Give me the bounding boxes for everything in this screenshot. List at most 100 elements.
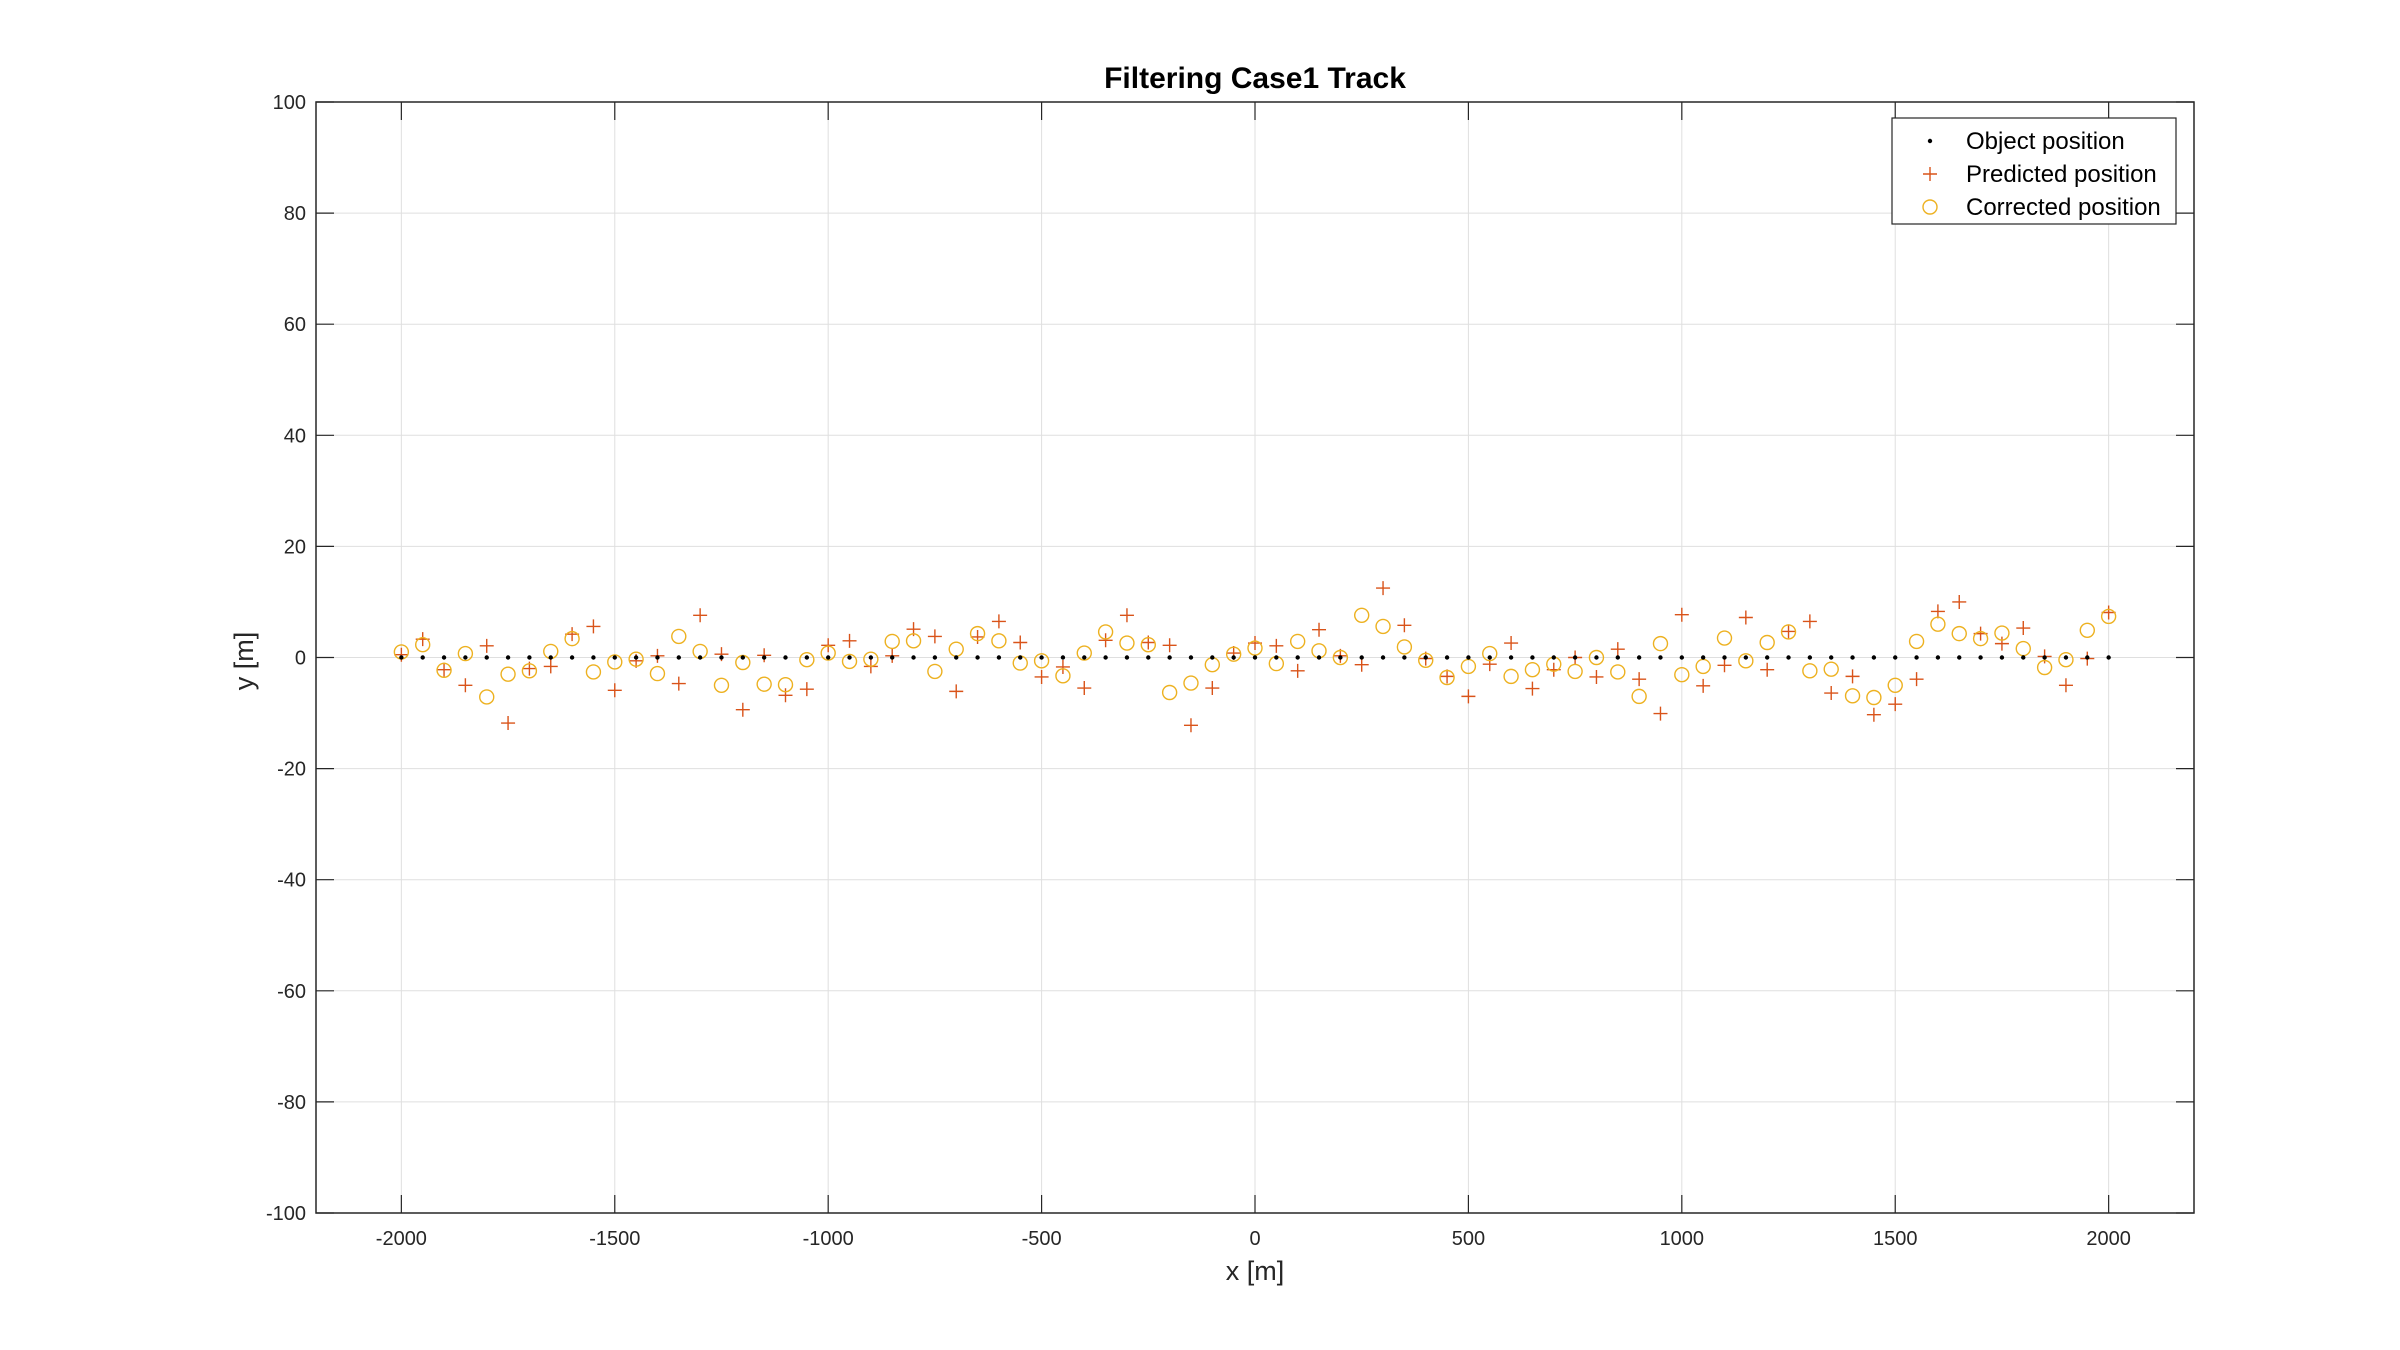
data-point-circle xyxy=(841,653,858,670)
data-point-dot xyxy=(1039,655,1044,660)
y-tick-label: -100 xyxy=(266,1203,306,1225)
y-tick-label: -20 xyxy=(277,759,306,781)
data-point-dot xyxy=(847,655,852,660)
data-point-plus xyxy=(1034,669,1049,684)
x-tick-labels: -2000 -1500 -1000 -500 0 500 1000 1500 2000 xyxy=(376,1228,2131,1250)
data-point-dot xyxy=(591,655,596,660)
data-point-dot xyxy=(1423,655,1428,660)
data-point-circle xyxy=(1225,646,1242,662)
data-point-circle xyxy=(2058,652,2074,668)
data-point-circle xyxy=(1332,649,1349,666)
data-point-dot xyxy=(1402,655,1407,660)
data-point-circle xyxy=(1716,630,1733,646)
data-point-plus xyxy=(1077,681,1092,696)
data-point-plus xyxy=(991,614,1006,629)
data-point-plus xyxy=(1525,681,1540,696)
data-point-circle xyxy=(1396,639,1413,655)
data-point-dot xyxy=(1658,655,1663,660)
data-point-plus xyxy=(501,716,516,731)
data-point-plus xyxy=(1461,689,1476,704)
series-corrected-position xyxy=(393,607,2117,706)
data-point-dot xyxy=(548,655,553,660)
data-point-plus xyxy=(1952,594,1967,609)
data-point-plus xyxy=(1760,662,1775,677)
data-point-dot xyxy=(954,655,959,660)
data-point-circle xyxy=(1610,664,1626,680)
y-tick-label: 0 xyxy=(295,648,306,670)
data-point-circle xyxy=(884,633,900,650)
data-point-plus xyxy=(799,682,814,697)
data-point-dot xyxy=(1871,655,1877,660)
data-point-dot xyxy=(2106,655,2111,660)
data-point-plus xyxy=(1055,659,1070,674)
x-tick-label: 500 xyxy=(1452,1228,1485,1250)
y-tick-labels: -100 -80 -60 -40 -20 0 20 40 60 80 100 xyxy=(266,92,306,1225)
data-point-circle xyxy=(2079,622,2095,638)
x-tick-label: -500 xyxy=(1022,1228,1062,1250)
data-point-circle xyxy=(2100,608,2117,625)
data-point-circle xyxy=(1759,634,1775,651)
data-point-dot xyxy=(911,655,916,660)
y-tick-label: 100 xyxy=(273,92,306,114)
data-point-dot xyxy=(1274,655,1279,660)
data-point-dot xyxy=(1914,655,1919,660)
data-point-circle xyxy=(863,651,879,667)
data-point-plus xyxy=(1312,622,1327,637)
data-point-circle xyxy=(479,689,495,705)
legend: Object position Predicted position Correct… xyxy=(1891,117,2177,225)
data-point-dot xyxy=(1316,655,1322,660)
plot-data xyxy=(393,581,2117,733)
data-point-plus xyxy=(1376,581,1391,596)
data-point-dot xyxy=(1146,655,1151,660)
data-point-dot xyxy=(825,655,831,660)
data-point-dot xyxy=(1829,655,1834,660)
data-point-dot xyxy=(1893,655,1898,660)
data-point-plus xyxy=(1845,669,1860,684)
legend-marker-plus xyxy=(1923,167,1937,181)
data-point-dot xyxy=(1082,655,1087,660)
data-point-circle xyxy=(1844,688,1861,704)
data-point-circle xyxy=(585,664,602,680)
data-point-plus xyxy=(970,629,985,644)
data-point-dot xyxy=(1124,655,1130,660)
data-point-dot xyxy=(655,655,660,660)
data-point-plus xyxy=(1098,633,1113,648)
data-point-dot xyxy=(1807,655,1813,660)
data-point-plus xyxy=(1738,610,1753,625)
data-point-circle xyxy=(1994,625,2010,641)
data-point-circle xyxy=(1033,653,1050,669)
data-point-plus xyxy=(1504,636,1519,651)
data-point-dot xyxy=(1722,655,1727,660)
data-point-dot xyxy=(1636,655,1642,660)
data-point-dot xyxy=(527,655,532,660)
data-point-plus xyxy=(693,608,708,623)
data-point-circle xyxy=(1524,662,1541,678)
data-point-plus xyxy=(1290,663,1305,678)
series-object-position xyxy=(399,655,2111,660)
data-point-circle xyxy=(1375,618,1391,635)
data-point-plus xyxy=(586,619,601,634)
data-point-plus xyxy=(757,648,772,663)
data-point-dot xyxy=(761,655,767,660)
data-point-dot xyxy=(1935,655,1941,660)
data-point-plus xyxy=(2058,678,2073,693)
data-point-circle xyxy=(671,628,687,645)
data-point-dot xyxy=(1508,655,1514,660)
data-point-dot xyxy=(1594,655,1599,660)
data-point-plus xyxy=(1440,669,1455,684)
data-point-plus xyxy=(1653,706,1668,721)
data-point-dot xyxy=(441,655,447,660)
data-point-circle xyxy=(820,645,836,661)
data-point-plus xyxy=(1162,638,1177,653)
data-point-dot xyxy=(1295,655,1300,660)
x-tick-label: 1500 xyxy=(1873,1228,1918,1250)
data-point-dot xyxy=(1530,655,1535,660)
data-point-circle xyxy=(1439,669,1455,686)
data-point-plus xyxy=(1866,707,1881,722)
data-point-dot xyxy=(1487,655,1492,660)
data-point-plus xyxy=(1397,618,1412,633)
data-point-circle xyxy=(1161,684,1178,701)
data-point-circle xyxy=(1631,688,1647,705)
data-point-dot xyxy=(868,655,874,660)
data-point-circle xyxy=(521,663,538,679)
